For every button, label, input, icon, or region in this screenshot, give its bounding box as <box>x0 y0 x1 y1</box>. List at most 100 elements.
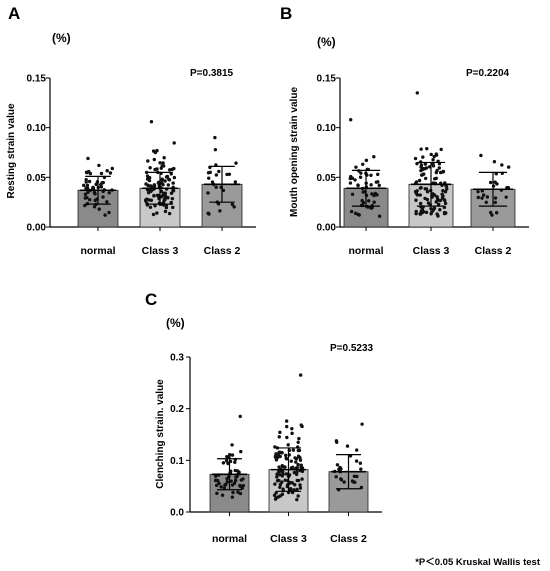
data-point <box>418 201 423 206</box>
data-point <box>298 458 303 462</box>
data-point <box>437 166 441 170</box>
data-point <box>484 200 488 204</box>
footnote: *P＜0.05 Kruskal Wallis test <box>415 557 541 568</box>
data-point <box>241 477 245 481</box>
data-point <box>161 161 165 165</box>
data-point <box>84 170 89 175</box>
data-point <box>284 457 289 461</box>
data-point <box>230 202 235 207</box>
y-tick-label: 0.15 <box>27 74 47 85</box>
data-point <box>349 174 353 179</box>
data-point <box>300 477 304 481</box>
data-point <box>354 165 358 169</box>
data-point <box>413 156 418 161</box>
data-point <box>419 147 423 151</box>
data-point <box>165 174 170 179</box>
data-point <box>160 164 164 168</box>
data-point <box>217 169 221 174</box>
data-point <box>107 210 111 215</box>
data-point <box>230 453 235 457</box>
data-point <box>426 201 431 205</box>
data-point <box>171 205 175 210</box>
data-point <box>414 198 418 202</box>
data-point <box>443 198 447 203</box>
unit-label: (%) <box>52 31 71 45</box>
data-point <box>298 373 303 377</box>
data-point <box>440 192 444 196</box>
data-point <box>277 465 281 469</box>
data-point <box>299 463 303 467</box>
y-tick-label: 0.2 <box>170 404 184 415</box>
data-point <box>238 491 243 496</box>
data-point <box>294 457 299 461</box>
data-point <box>360 198 364 203</box>
y-tick-label: 0.05 <box>27 173 47 184</box>
data-point <box>278 473 282 477</box>
data-point <box>172 141 176 145</box>
data-point <box>297 436 301 441</box>
data-point <box>500 163 504 167</box>
data-point <box>168 168 172 172</box>
data-point <box>93 192 97 196</box>
data-point <box>230 483 235 487</box>
data-point <box>231 490 235 495</box>
data-point <box>429 212 433 216</box>
data-point <box>441 170 445 174</box>
y-axis-title: Clenching strain. value <box>155 379 166 489</box>
data-point <box>225 480 229 484</box>
data-point <box>493 200 498 205</box>
data-point <box>103 213 107 217</box>
x-tick-label: normal <box>80 245 115 257</box>
data-point <box>214 163 218 167</box>
data-point <box>144 170 149 175</box>
data-point <box>101 195 105 199</box>
data-point <box>280 469 285 474</box>
data-point <box>238 414 242 419</box>
data-point <box>296 462 300 467</box>
x-tick-label: Class 2 <box>330 533 367 545</box>
data-point <box>293 483 297 487</box>
data-point <box>418 193 422 197</box>
data-point <box>161 182 165 187</box>
data-point <box>218 209 222 213</box>
data-point <box>222 486 226 490</box>
data-point <box>506 165 511 169</box>
data-point <box>85 183 90 188</box>
data-point <box>214 173 219 177</box>
data-point <box>214 474 218 478</box>
data-point <box>233 460 237 465</box>
data-point <box>415 91 420 95</box>
data-point <box>105 200 109 204</box>
data-point <box>147 178 152 183</box>
y-tick-label: 0.3 <box>170 353 184 364</box>
data-point <box>155 148 159 153</box>
data-point <box>146 188 151 192</box>
data-point <box>295 497 299 502</box>
data-point <box>83 192 88 197</box>
data-point <box>485 195 490 199</box>
data-point <box>238 483 242 488</box>
y-tick-label: 0.15 <box>317 74 337 85</box>
data-point <box>353 211 358 216</box>
data-point <box>278 482 283 487</box>
data-point <box>296 478 301 483</box>
data-point <box>295 470 299 474</box>
data-point <box>292 488 296 492</box>
data-point <box>361 162 365 166</box>
data-point <box>419 163 424 167</box>
data-point <box>97 207 101 211</box>
data-point <box>289 459 293 463</box>
plot-area-c: 0.0 0.1 0.2 0.3 normal Class 3 Class 2 <box>170 353 382 545</box>
data-point <box>291 448 296 452</box>
data-point <box>366 199 371 203</box>
x-tick-label: Class 3 <box>413 245 450 257</box>
data-point <box>92 205 97 209</box>
data-point <box>423 176 428 181</box>
data-point <box>358 175 363 179</box>
data-point <box>215 478 220 483</box>
data-point <box>432 154 436 159</box>
x-tick-label: normal <box>212 533 247 545</box>
data-point <box>276 495 280 499</box>
y-tick-label: 0.05 <box>317 173 337 184</box>
